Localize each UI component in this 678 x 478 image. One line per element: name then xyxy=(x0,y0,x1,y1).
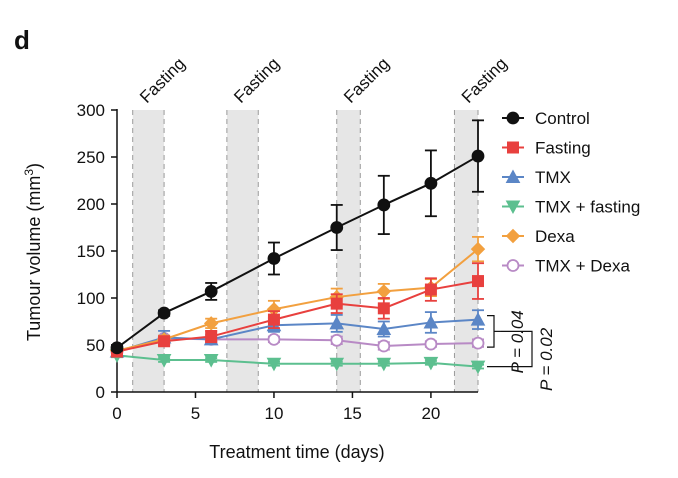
data-point xyxy=(471,149,485,163)
y-tick-label: 250 xyxy=(77,148,105,167)
legend-label: TMX + fasting xyxy=(535,198,640,217)
fasting-bands xyxy=(132,110,479,392)
data-point xyxy=(156,354,172,368)
data-point xyxy=(204,285,218,298)
data-point xyxy=(424,337,438,351)
axes: 0 50 100 150 200 250 300 0 5 10 15 20 xyxy=(77,101,478,423)
data-point xyxy=(471,336,485,350)
fasting-labels: Fasting Fasting Fasting Fasting xyxy=(136,54,511,107)
p-value-2: P = 0.02 xyxy=(537,327,556,391)
data-point xyxy=(377,339,391,353)
data-point xyxy=(376,357,392,372)
data-point xyxy=(205,330,218,343)
legend-marker xyxy=(506,259,520,272)
series-line xyxy=(116,248,479,352)
y-tick-label: 300 xyxy=(77,101,105,120)
legend-label: Control xyxy=(535,109,590,128)
legend-marker xyxy=(505,200,521,215)
legend-marker xyxy=(505,228,521,244)
panel-label: d xyxy=(14,25,30,55)
data-point xyxy=(330,333,344,347)
data-point xyxy=(110,341,124,355)
data-point xyxy=(423,314,439,329)
data-point xyxy=(330,221,344,234)
legend-label: Dexa xyxy=(535,227,575,246)
series-fasting xyxy=(111,262,484,358)
data-point xyxy=(377,302,390,315)
data-point xyxy=(424,176,438,190)
data-point xyxy=(203,316,219,331)
legend-label: Fasting xyxy=(535,139,591,158)
y-tick-label: 200 xyxy=(77,195,105,214)
data-point xyxy=(330,297,343,310)
data-point xyxy=(329,315,345,330)
series-line xyxy=(116,155,479,349)
data-point xyxy=(267,313,280,326)
fasting-label-3: Fasting xyxy=(340,54,393,107)
series-line xyxy=(116,318,479,353)
data-point xyxy=(266,357,282,372)
series-group xyxy=(109,119,486,375)
legend-item-tmx-fasting: TMX + fasting xyxy=(502,198,640,217)
data-point xyxy=(267,252,281,265)
data-point xyxy=(158,335,171,348)
fasting-label-2: Fasting xyxy=(230,54,283,107)
p-bracket-2 xyxy=(487,330,533,368)
legend-marker xyxy=(506,111,520,125)
fasting-label-4: Fasting xyxy=(458,54,511,107)
x-tick-label: 10 xyxy=(264,404,283,423)
series-control xyxy=(110,119,485,355)
data-point xyxy=(470,241,486,257)
legend-item-tmx-dexa: TMX + Dexa xyxy=(502,257,630,276)
data-point xyxy=(267,332,281,346)
x-axis-label: Treatment time (days) xyxy=(209,442,384,462)
legend-marker xyxy=(507,141,519,154)
data-point xyxy=(472,275,484,288)
data-point xyxy=(376,284,392,299)
y-tick-label: 0 xyxy=(96,383,105,402)
data-point xyxy=(424,283,437,296)
legend-label: TMX + Dexa xyxy=(535,257,630,276)
y-tick-label: 50 xyxy=(86,336,105,355)
data-point xyxy=(423,356,439,371)
x-tick-label: 15 xyxy=(343,404,362,423)
x-tick-label: 0 xyxy=(112,404,121,423)
series-tmx-fasting xyxy=(109,349,486,375)
legend-marker xyxy=(505,169,521,183)
legend-item-tmx: TMX xyxy=(502,168,571,187)
p-value-annotations: P = 0.04 P = 0.02 xyxy=(487,310,556,391)
y-tick-label: 150 xyxy=(77,242,105,261)
data-point xyxy=(157,306,171,320)
fasting-band-2 xyxy=(226,110,259,392)
fasting-band-3 xyxy=(336,110,361,392)
data-point xyxy=(377,198,391,212)
series-line xyxy=(116,354,479,368)
x-tick-label: 5 xyxy=(191,404,200,423)
p-bracket-1 xyxy=(487,315,495,348)
data-point xyxy=(376,321,392,336)
legend-item-control: Control xyxy=(502,109,590,128)
data-point xyxy=(470,360,486,375)
fasting-label-1: Fasting xyxy=(136,54,189,107)
y-tick-label: 100 xyxy=(77,289,105,308)
legend-label: TMX xyxy=(535,168,571,187)
y-axis-label: Tumour volume (mm3) xyxy=(22,163,44,341)
data-point xyxy=(470,312,486,326)
legend: Control Fasting TMX TMX + fasting Dexa TMX + … xyxy=(502,109,640,276)
series-line xyxy=(116,280,479,353)
fasting-band-1 xyxy=(132,110,165,392)
legend-item-dexa: Dexa xyxy=(502,227,575,246)
p-value-1: P = 0.04 xyxy=(508,310,527,373)
data-point xyxy=(329,357,345,372)
x-tick-label: 20 xyxy=(421,404,440,423)
legend-item-fasting: Fasting xyxy=(502,139,591,158)
data-point xyxy=(203,354,219,368)
